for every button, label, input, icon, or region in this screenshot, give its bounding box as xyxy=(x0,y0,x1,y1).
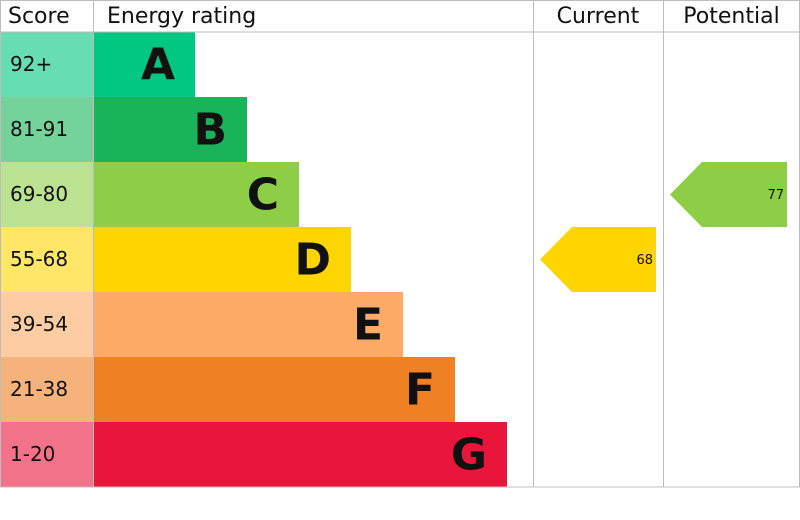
column-header: Current xyxy=(557,4,640,29)
current-value: 68 xyxy=(636,253,653,268)
rating-bar xyxy=(93,162,299,227)
column-header: Score xyxy=(8,4,70,29)
rating-bar xyxy=(93,97,247,162)
rating-letter: A xyxy=(141,40,175,91)
rating-letter: F xyxy=(405,365,435,416)
score-label: 92+ xyxy=(10,52,52,76)
score-label: 39-54 xyxy=(10,312,68,336)
potential-arrow xyxy=(670,162,787,227)
rating-letter: D xyxy=(294,235,331,286)
score-cell xyxy=(0,422,93,487)
rating-letter: B xyxy=(193,105,227,156)
potential-value: 77 xyxy=(767,188,784,203)
score-cell xyxy=(0,227,93,292)
score-cell xyxy=(0,357,93,422)
rating-bar xyxy=(93,422,507,487)
score-cell xyxy=(0,32,93,97)
column-header: Potential xyxy=(683,4,779,29)
rating-letter: C xyxy=(247,170,279,221)
score-label: 81-91 xyxy=(10,117,68,141)
rating-letter: E xyxy=(353,300,383,351)
score-cell xyxy=(0,292,93,357)
rating-bar xyxy=(93,32,195,97)
score-cell xyxy=(0,97,93,162)
rating-bar xyxy=(93,292,403,357)
score-label: 1-20 xyxy=(10,442,55,466)
rating-bar xyxy=(93,227,351,292)
score-label: 21-38 xyxy=(10,377,68,401)
current-arrow xyxy=(540,227,656,292)
score-label: 55-68 xyxy=(10,247,68,271)
score-label: 69-80 xyxy=(10,182,68,206)
column-header: Energy rating xyxy=(107,4,256,29)
rating-bar xyxy=(93,357,455,422)
score-cell xyxy=(0,162,93,227)
rating-letter: G xyxy=(451,430,487,481)
